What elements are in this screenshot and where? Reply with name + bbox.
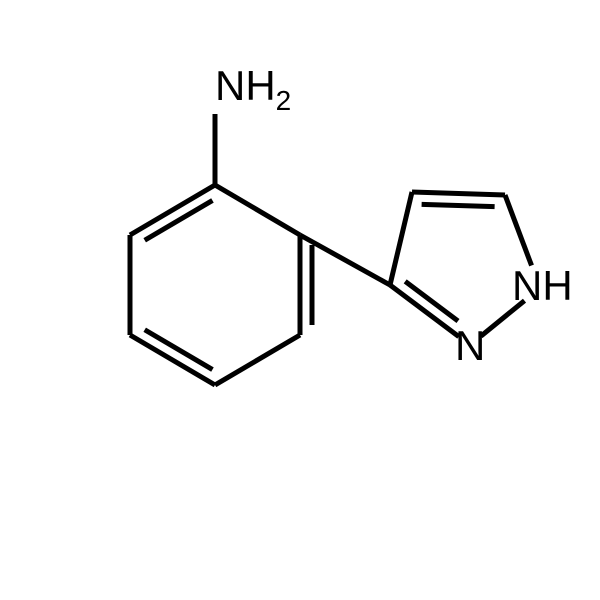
bond [215,335,300,385]
bond [215,185,300,235]
bond [130,185,215,235]
atom-label-nh: NH [512,262,573,309]
bond [390,192,412,285]
bond [422,204,495,206]
atom-label-amine: NH2 [215,62,291,116]
molecule-diagram: NH2 NH N [0,0,600,600]
bond [505,195,532,266]
bond [412,192,505,195]
bond [130,335,215,385]
atom-label-n: N [455,322,485,369]
